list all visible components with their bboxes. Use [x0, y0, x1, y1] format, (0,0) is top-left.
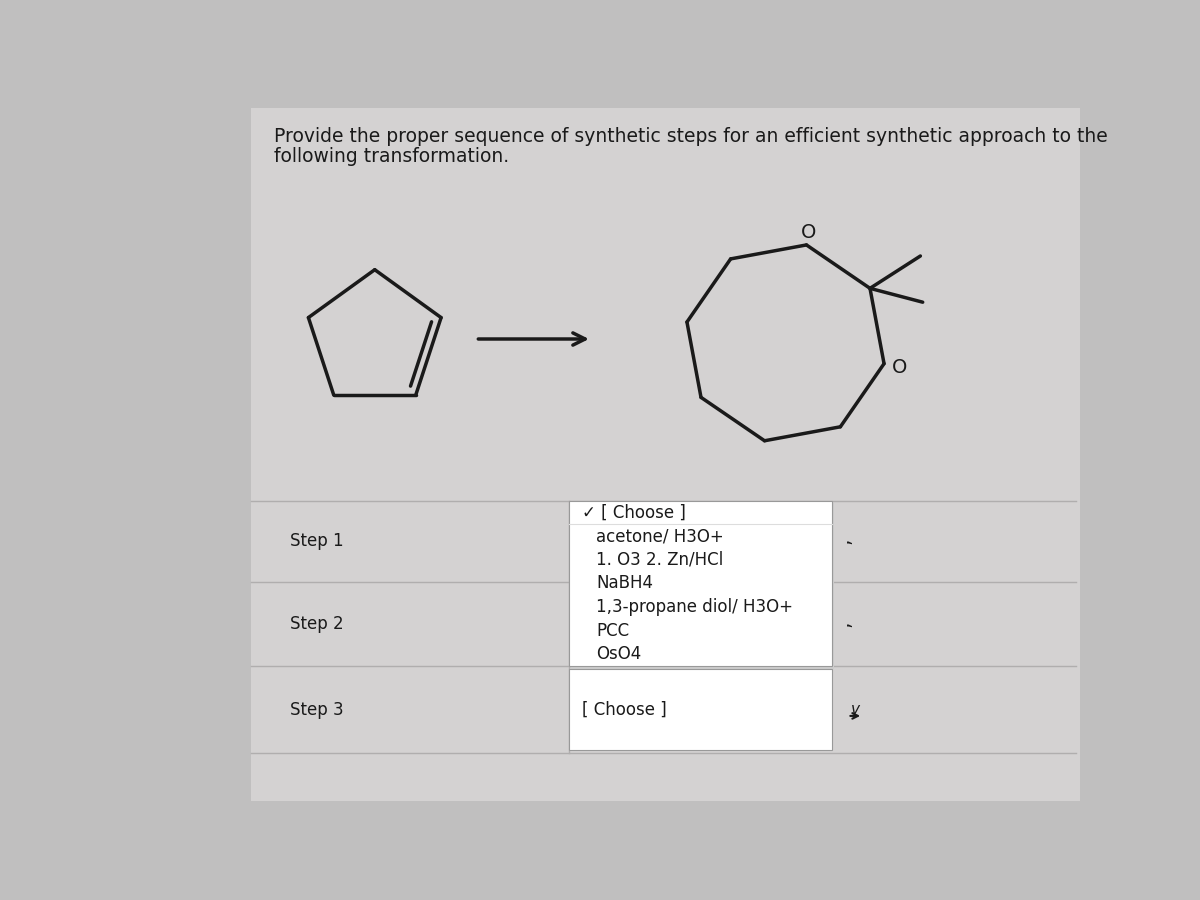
Text: PCC: PCC [596, 622, 630, 640]
Text: following transformation.: following transformation. [274, 147, 509, 166]
Text: Step 1: Step 1 [289, 532, 343, 550]
Text: ✓ [ Choose ]: ✓ [ Choose ] [582, 503, 686, 521]
Bar [569, 500, 832, 666]
Text: Step 3: Step 3 [289, 701, 343, 719]
Text: ’: ’ [846, 538, 865, 544]
Text: O: O [802, 223, 816, 242]
Text: O: O [892, 358, 907, 377]
Text: acetone/ H3O+: acetone/ H3O+ [596, 527, 724, 545]
Text: Step 2: Step 2 [289, 615, 343, 633]
Text: [ Choose ]: [ Choose ] [582, 701, 667, 719]
Text: OsO4: OsO4 [596, 645, 642, 663]
Bar [251, 108, 1080, 801]
Text: ’: ’ [846, 621, 865, 627]
Text: 1. O3 2. Zn/HCl: 1. O3 2. Zn/HCl [596, 551, 724, 569]
Text: NaBH4: NaBH4 [596, 574, 654, 592]
Text: v: v [851, 702, 859, 717]
Bar [569, 670, 832, 751]
Text: 1,3-propane diol/ H3O+: 1,3-propane diol/ H3O+ [596, 598, 793, 616]
Text: Provide the proper sequence of synthetic steps for an efficient synthetic approa: Provide the proper sequence of synthetic… [274, 127, 1108, 146]
Bar [571, 503, 834, 669]
